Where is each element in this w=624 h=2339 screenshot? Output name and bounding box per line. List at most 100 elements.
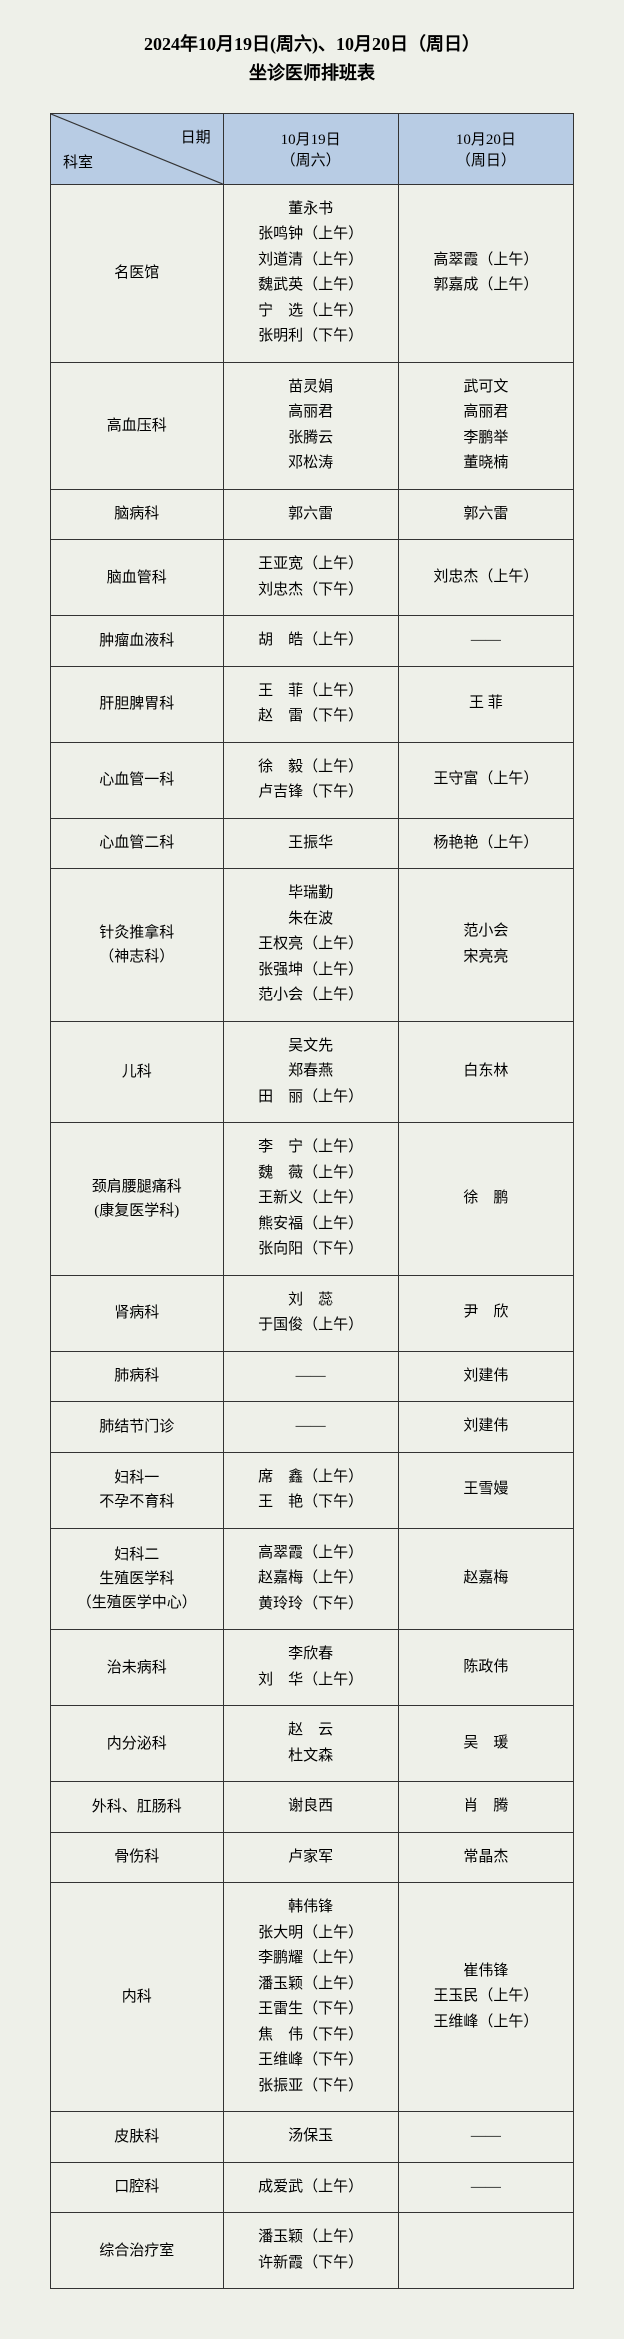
doctor-entry: 范小会（上午） <box>232 983 390 1009</box>
doctor-entry: —— <box>232 1414 390 1440</box>
sunday-cell: —— <box>398 2162 573 2213</box>
doctor-entry: 郭六雷 <box>407 502 565 528</box>
table-row: 外科、肛肠科谢良西肖 腾 <box>51 1782 574 1833</box>
doctor-entry: —— <box>407 628 565 654</box>
doctor-entry: 张强坤（上午） <box>232 958 390 984</box>
doctor-entry: 李鹏举 <box>407 426 565 452</box>
doctor-entry: 王维峰（上午） <box>407 2010 565 2036</box>
doctor-entry: 张向阳（下午） <box>232 1237 390 1263</box>
table-row: 心血管二科王振华杨艳艳（上午） <box>51 818 574 869</box>
doctor-entry: 肖 腾 <box>407 1794 565 1820</box>
doctor-entry: 刘建伟 <box>407 1414 565 1440</box>
saturday-cell: 赵 云杜文森 <box>223 1706 398 1782</box>
table-row: 脑病科郭六雷郭六雷 <box>51 489 574 540</box>
header-dept-label: 科室 <box>63 151 93 172</box>
doctor-entry: 卢吉锋（下午） <box>232 780 390 806</box>
doctor-entry: 王新义（上午） <box>232 1186 390 1212</box>
sunday-cell: 范小会宋亮亮 <box>398 869 573 1022</box>
doctor-entry: 卢家军 <box>232 1845 390 1871</box>
doctor-entry: 宁 选（上午） <box>232 299 390 325</box>
doctor-entry: 于国俊（上午） <box>232 1313 390 1339</box>
doctor-entry: 张鸣钟（上午） <box>232 222 390 248</box>
doctor-entry: 董晓楠 <box>407 451 565 477</box>
doctor-entry: —— <box>407 2175 565 2201</box>
doctor-entry: 范小会 <box>407 919 565 945</box>
doctor-entry: 韩伟锋 <box>232 1895 390 1921</box>
dept-cell: 肺结节门诊 <box>51 1402 224 1453</box>
doctor-entry: 赵嘉梅 <box>407 1566 565 1592</box>
doctor-entry: 王雷生（下午） <box>232 1997 390 2023</box>
doctor-entry: —— <box>407 2124 565 2150</box>
saturday-cell: 卢家军 <box>223 1832 398 1883</box>
sunday-cell: —— <box>398 2112 573 2163</box>
doctor-entry: 李鹏耀（上午） <box>232 1946 390 1972</box>
doctor-entry: 王雪嫚 <box>407 1477 565 1503</box>
doctor-entry: 宋亮亮 <box>407 945 565 971</box>
table-row: 颈肩腰腿痛科 (康复医学科)李 宁（上午）魏 薇（上午）王新义（上午）熊安福（上… <box>51 1123 574 1276</box>
saturday-cell: 王振华 <box>223 818 398 869</box>
sunday-cell: 常晶杰 <box>398 1832 573 1883</box>
doctor-entry: 张明利（下午） <box>232 324 390 350</box>
doctor-entry: 徐 鹏 <box>407 1186 565 1212</box>
dept-cell: 肿瘤血液科 <box>51 616 224 667</box>
doctor-entry: 邓松涛 <box>232 451 390 477</box>
doctor-entry: 刘建伟 <box>407 1364 565 1390</box>
table-row: 心血管一科徐 毅（上午）卢吉锋（下午）王守富（上午） <box>51 742 574 818</box>
sunday-cell: 崔伟锋王玉民（上午）王维峰（上午） <box>398 1883 573 2112</box>
doctor-entry: 王 菲（上午） <box>232 679 390 705</box>
dept-cell: 外科、肛肠科 <box>51 1782 224 1833</box>
doctor-entry: 王维峰（下午） <box>232 2048 390 2074</box>
title-line-1: 2024年10月19日(周六)、10月20日（周日） <box>144 34 480 54</box>
sunday-cell: 刘建伟 <box>398 1351 573 1402</box>
header-row: 日期 科室 10月19日 （周六） 10月20日 （周日） <box>51 113 574 184</box>
dept-cell: 名医馆 <box>51 184 224 362</box>
doctor-entry: 成爱武（上午） <box>232 2175 390 2201</box>
saturday-cell: 席 鑫（上午）王 艳（下午） <box>223 1452 398 1528</box>
saturday-cell: 潘玉颖（上午）许新霞（下午） <box>223 2213 398 2289</box>
dept-cell: 治未病科 <box>51 1630 224 1706</box>
dept-cell: 综合治疗室 <box>51 2213 224 2289</box>
sunday-cell: 武可文高丽君李鹏举董晓楠 <box>398 362 573 489</box>
doctor-entry: 田 丽（上午） <box>232 1085 390 1111</box>
sunday-cell: 吴 瑗 <box>398 1706 573 1782</box>
doctor-entry: 高丽君 <box>407 400 565 426</box>
sunday-cell: 杨艳艳（上午） <box>398 818 573 869</box>
saturday-cell: 王 菲（上午）赵 雷（下午） <box>223 666 398 742</box>
table-row: 综合治疗室潘玉颖（上午）许新霞（下午） <box>51 2213 574 2289</box>
header-corner-cell: 日期 科室 <box>51 113 224 184</box>
table-row: 高血压科苗灵娟高丽君张腾云邓松涛武可文高丽君李鹏举董晓楠 <box>51 362 574 489</box>
doctor-entry: 汤保玉 <box>232 2124 390 2150</box>
doctor-entry: 刘道清（上午） <box>232 248 390 274</box>
title-line-2: 坐诊医师排班表 <box>249 63 375 83</box>
table-row: 骨伤科卢家军常晶杰 <box>51 1832 574 1883</box>
table-row: 妇科二 生殖医学科 （生殖医学中心）高翠霞（上午）赵嘉梅（上午）黄玲玲（下午）赵… <box>51 1528 574 1630</box>
doctor-entry: 杜文森 <box>232 1744 390 1770</box>
doctor-entry: 刘 蕊 <box>232 1288 390 1314</box>
doctor-entry: 王 菲 <box>407 691 565 717</box>
doctor-entry: 常晶杰 <box>407 1845 565 1871</box>
saturday-cell: 汤保玉 <box>223 2112 398 2163</box>
doctor-entry: 赵嘉梅（上午） <box>232 1566 390 1592</box>
saturday-cell: —— <box>223 1351 398 1402</box>
doctor-entry: 赵 雷（下午） <box>232 704 390 730</box>
doctor-entry: 苗灵娟 <box>232 375 390 401</box>
saturday-cell: 高翠霞（上午）赵嘉梅（上午）黄玲玲（下午） <box>223 1528 398 1630</box>
doctor-entry: 尹 欣 <box>407 1300 565 1326</box>
doctor-entry: 王 艳（下午） <box>232 1490 390 1516</box>
saturday-cell: 李欣春刘 华（上午） <box>223 1630 398 1706</box>
dept-cell: 儿科 <box>51 1021 224 1123</box>
doctor-entry: 王守富（上午） <box>407 767 565 793</box>
sunday-cell: 赵嘉梅 <box>398 1528 573 1630</box>
doctor-entry: 董永书 <box>232 197 390 223</box>
dept-cell: 颈肩腰腿痛科 (康复医学科) <box>51 1123 224 1276</box>
schedule-table: 日期 科室 10月19日 （周六） 10月20日 （周日） 名医馆董永书张鸣钟（… <box>50 113 574 2290</box>
sunday-cell: 王 菲 <box>398 666 573 742</box>
doctor-entry: 张振亚（下午） <box>232 2074 390 2100</box>
doctor-entry: 王亚宽（上午） <box>232 552 390 578</box>
doctor-entry: 魏武英（上午） <box>232 273 390 299</box>
dept-cell: 脑病科 <box>51 489 224 540</box>
doctor-entry: 王玉民（上午） <box>407 1984 565 2010</box>
sunday-cell: 高翠霞（上午）郭嘉成（上午） <box>398 184 573 362</box>
doctor-entry: 王振华 <box>232 831 390 857</box>
dept-cell: 口腔科 <box>51 2162 224 2213</box>
